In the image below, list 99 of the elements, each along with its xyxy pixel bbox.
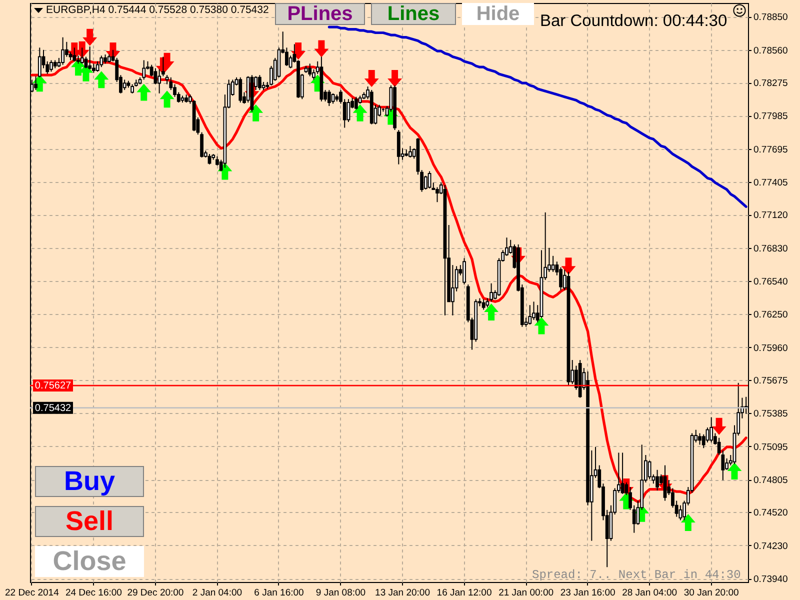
candlestick <box>130 84 134 94</box>
y-tick-label: 0.78850 <box>754 12 788 24</box>
y-tick-label: 0.75095 <box>754 442 788 453</box>
candlestick <box>84 56 88 69</box>
point <box>680 514 696 532</box>
y-tick-label: 0.76540 <box>754 276 788 288</box>
point <box>484 303 499 320</box>
annotation: Lines <box>387 3 440 25</box>
candlestick <box>528 304 532 326</box>
candlestick <box>620 452 624 494</box>
y-tick-label: 0.77120 <box>754 210 788 222</box>
y-tick-label: 0.78560 <box>754 45 788 56</box>
y-tick-label: 0.76830 <box>754 243 788 254</box>
y-tick-label: 0.77985 <box>754 111 788 122</box>
point <box>364 70 379 88</box>
candlestick <box>482 298 486 310</box>
y-tick-label: 0.78275 <box>754 78 788 90</box>
point <box>561 258 576 275</box>
candlestick <box>656 469 659 491</box>
x-tick-label: 2 Jan 04:00 <box>192 588 242 598</box>
button[interactable]: Close <box>35 546 144 577</box>
x-tick-label: 23 Jan 16:00 <box>560 588 616 598</box>
candlestick <box>104 54 107 64</box>
point <box>94 71 109 88</box>
point <box>160 90 174 108</box>
y-tick-label: 0.75960 <box>754 342 788 354</box>
candlestick <box>50 60 53 72</box>
candlestick <box>725 458 728 470</box>
x-tick-label: 30 Jan 20:00 <box>684 588 739 598</box>
x-tick-label: 28 Jan 04:00 <box>622 588 678 598</box>
annotation: Hide <box>476 3 520 25</box>
candlestick <box>308 63 312 77</box>
candlestick <box>678 504 682 521</box>
point <box>727 462 742 480</box>
candlestick <box>80 47 84 64</box>
x-tick-label: 13 Jan 20:00 <box>375 588 430 598</box>
point <box>314 40 329 58</box>
annotation: PLines <box>287 3 353 25</box>
candlestick <box>238 76 242 104</box>
x-tick-label: 29 Dec 20:00 <box>127 588 184 598</box>
point <box>136 84 152 101</box>
y-tick-label: 0.75385 <box>754 408 788 420</box>
candlestick <box>122 79 126 90</box>
button[interactable]: Hide <box>462 3 534 25</box>
x-tick-label: 22 Dec 2014 <box>4 588 59 598</box>
button[interactable]: Buy <box>35 466 144 497</box>
chart-title: EURGBP,H4 0.75444 0.75528 0.75380 0.75432 <box>46 4 269 17</box>
x-tick-label: 24 Dec 16:00 <box>65 588 122 598</box>
button[interactable]: Sell <box>35 506 144 537</box>
x-tick-label: 6 Jan 16:00 <box>254 588 304 598</box>
candlestick <box>532 301 536 320</box>
candlestick <box>61 36 65 66</box>
candlestick <box>258 74 262 90</box>
candlestick <box>462 258 466 285</box>
candlestick <box>154 68 158 85</box>
point <box>160 52 174 70</box>
line-series <box>328 26 748 208</box>
y-tick-label: 0.77405 <box>754 178 788 189</box>
y-tick-label: 0.77695 <box>754 144 788 156</box>
candlestick <box>424 175 428 190</box>
candlestick <box>710 416 714 443</box>
ref-line-label: 0.75627 <box>34 380 72 392</box>
candlestick <box>142 60 146 80</box>
button[interactable]: PLines <box>275 3 365 25</box>
y-tick-label: 0.74520 <box>754 508 788 519</box>
candlestick <box>551 255 555 272</box>
candlestick <box>648 460 652 480</box>
candlestick <box>408 146 412 158</box>
point <box>291 42 306 60</box>
point <box>248 104 264 122</box>
point <box>82 28 98 46</box>
button[interactable]: Lines <box>371 3 456 25</box>
candlestick <box>88 46 92 70</box>
x-tick-label: 16 Jan 12:00 <box>436 588 492 598</box>
x-tick-label: 9 Jan 08:00 <box>316 588 366 598</box>
candlestick <box>331 92 335 104</box>
annotation: Close <box>52 546 126 576</box>
candlestick <box>663 464 667 502</box>
y-tick-label: 0.74230 <box>754 540 788 552</box>
y-tick-label: 0.73940 <box>754 574 788 586</box>
point <box>388 70 402 88</box>
candlestick <box>436 186 439 203</box>
annotation: Buy <box>64 466 115 496</box>
x-tick-label: 21 Jan 00:00 <box>498 588 554 598</box>
annotation: Bar Countdown: 00:44:30 <box>540 12 728 30</box>
candlestick <box>354 96 358 110</box>
annotation: Sell <box>65 506 114 536</box>
point <box>352 104 368 122</box>
candlestick <box>327 89 331 106</box>
annotation: Spread: 7.. Next Bar in 44:30 <box>532 568 741 582</box>
y-tick-label: 0.74805 <box>754 475 788 486</box>
point <box>712 418 726 435</box>
candlestick <box>698 432 702 446</box>
point <box>534 317 549 334</box>
y-tick-label: 0.76250 <box>754 310 788 321</box>
ref-line-label: 0.75432 <box>34 402 72 414</box>
candlestick <box>72 47 76 62</box>
candlestick <box>100 55 104 68</box>
y-tick-label: 0.75675 <box>754 376 788 387</box>
